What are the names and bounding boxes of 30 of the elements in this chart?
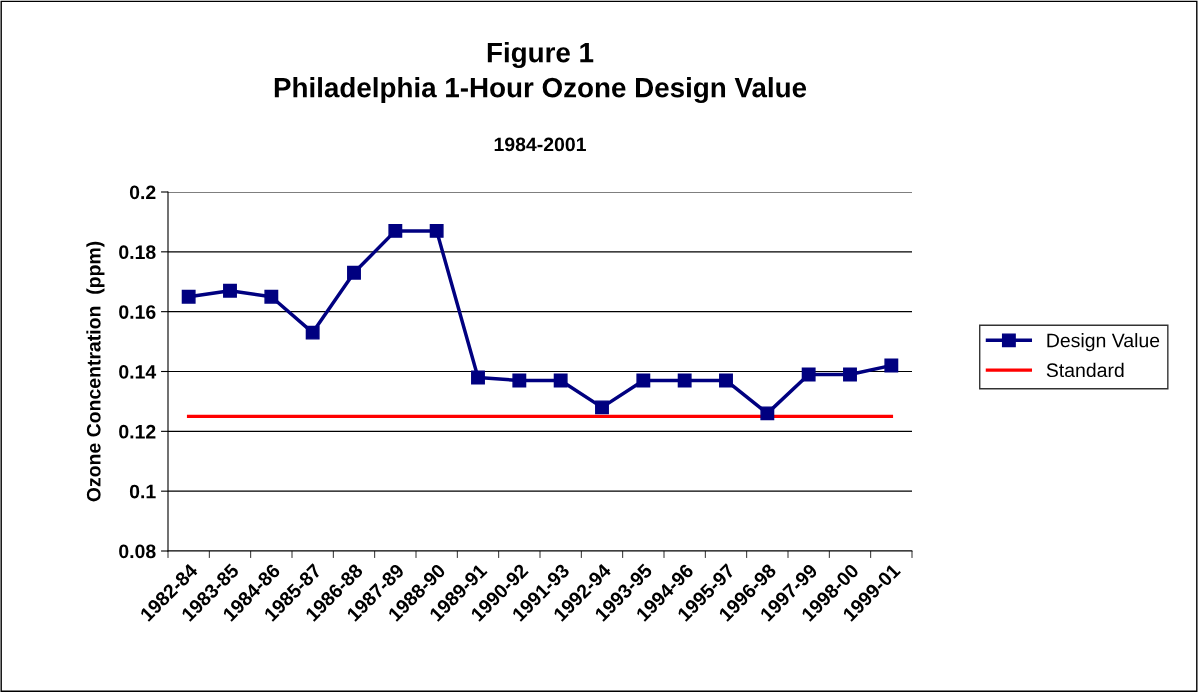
point [471, 370, 485, 385]
y-tick-label: 0.14 [119, 364, 157, 379]
point [553, 373, 568, 388]
legend-label: Standard [1046, 362, 1124, 378]
point [305, 325, 320, 340]
point [843, 367, 857, 382]
y-tick-label: 0.08 [119, 544, 156, 559]
point [636, 373, 651, 388]
point [388, 223, 403, 238]
legend-label: Design Value [1047, 333, 1160, 352]
point [264, 289, 279, 304]
point [223, 283, 237, 298]
chart-title: Figure 1 Philadelphia 1-Hour Ozone Design Value [274, 42, 807, 104]
point [181, 289, 196, 304]
chart-subtitle: 1984-2001 [494, 137, 586, 152]
point [760, 406, 775, 421]
point [719, 373, 733, 388]
point [429, 223, 444, 238]
y-tick-label: 0.1 [129, 484, 156, 499]
y-tick-label: 0.18 [119, 245, 156, 260]
point [512, 373, 527, 388]
point [677, 373, 692, 388]
point [595, 400, 609, 415]
y-tick-label: 0.16 [119, 305, 156, 319]
y-axis-title: Ozone Concentration (ppm) [86, 241, 105, 502]
y-tick-label: 0.12 [119, 424, 156, 439]
point [884, 358, 899, 373]
point [801, 367, 816, 382]
y-tick-label: 0.2 [129, 185, 156, 200]
point [347, 265, 361, 280]
